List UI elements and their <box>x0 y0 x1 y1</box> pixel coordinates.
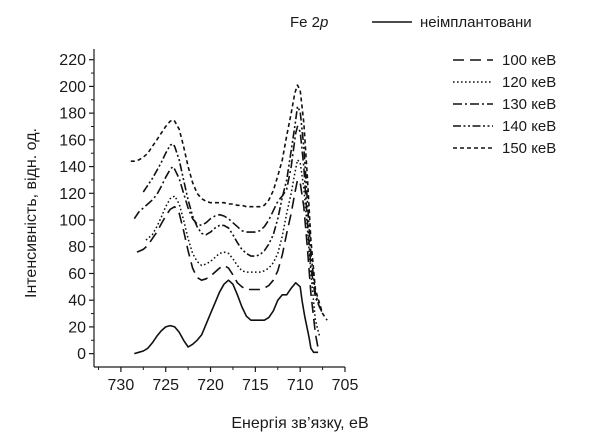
series-line-5 <box>142 105 321 309</box>
y-tick-label: 220 <box>59 52 86 69</box>
series-line-1 <box>134 279 319 355</box>
chart-title: Fe 2p <box>290 14 328 31</box>
x-tick-label: 715 <box>242 377 269 394</box>
plot-area: 0 20 40 60 80 100 120 140 160 180 200 220 730 725 720… <box>59 49 358 394</box>
legend-label-5: 140 кеВ <box>502 118 556 135</box>
legend-label-3: 120 кеВ <box>502 74 556 91</box>
y-tick-label: 120 <box>59 186 86 203</box>
x-tick-label: 730 <box>108 377 135 394</box>
y-tick-label: 160 <box>59 132 86 149</box>
series-line-3 <box>145 159 321 338</box>
y-tick-label: 80 <box>68 239 86 256</box>
x-tick-label: 705 <box>332 377 359 394</box>
x-axis-title: Енергія зв’язку, еВ <box>231 415 368 432</box>
y-tick-label: 180 <box>59 106 86 123</box>
series-line-2 <box>136 179 319 349</box>
legend-label-2: 100 кеВ <box>502 52 556 69</box>
series-layer <box>130 84 328 355</box>
y-tick-label: 20 <box>68 319 86 336</box>
y-tick-label: 0 <box>77 346 86 363</box>
legend-label-6: 150 кеВ <box>502 140 556 157</box>
y-tick-label: 60 <box>68 266 86 283</box>
y-tick-label: 200 <box>59 79 86 96</box>
y-ticks: 0 20 40 60 80 100 120 140 160 180 200 220 <box>59 52 94 363</box>
y-axis-title: Інтенсивність, відн. од. <box>23 128 40 298</box>
y-tick-label: 140 <box>59 159 86 176</box>
x-tick-label: 710 <box>287 377 314 394</box>
legend-label-4: 130 кеВ <box>502 96 556 113</box>
legend-label-1: неімплантовани <box>420 14 532 31</box>
series-line-6 <box>130 84 328 321</box>
x-ticks: 730 725 720 715 710 705 <box>97 367 359 394</box>
y-tick-label: 40 <box>68 293 86 310</box>
y-tick-label: 100 <box>59 213 86 230</box>
x-tick-label: 725 <box>152 377 179 394</box>
series-line-4 <box>133 125 324 314</box>
legend: неімплантовани 100 кеВ 120 кеВ 130 кеВ 140 к… <box>372 14 556 157</box>
x-tick-label: 720 <box>197 377 224 394</box>
